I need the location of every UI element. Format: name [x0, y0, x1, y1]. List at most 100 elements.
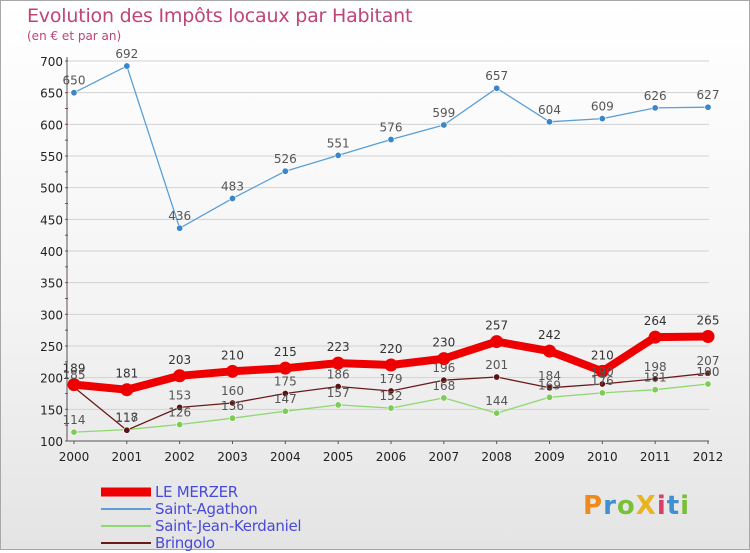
data-point-saint-agathon — [545, 118, 553, 126]
data-label-saint-jean-kerdaniel: 147 — [274, 392, 297, 406]
y-tick-label: 150 — [40, 403, 63, 417]
legend-swatch — [101, 525, 151, 527]
data-label-saint-agathon: 551 — [327, 136, 350, 150]
legend-swatch — [101, 487, 151, 497]
y-tick-label: 500 — [40, 182, 63, 196]
data-label-saint-agathon: 604 — [538, 103, 561, 117]
data-label-saint-agathon: 436 — [168, 209, 191, 223]
data-point-saint-jean-kerdaniel — [387, 404, 395, 412]
data-point-bringolo — [176, 403, 184, 411]
data-label-saint-jean-kerdaniel: 136 — [221, 399, 244, 413]
data-point-saint-agathon — [651, 104, 659, 112]
data-point-saint-jean-kerdaniel — [651, 386, 659, 394]
data-label-saint-jean-kerdaniel: 168 — [432, 379, 455, 393]
data-label-saint-agathon: 650 — [63, 74, 86, 88]
data-label-saint-agathon: 657 — [485, 69, 508, 83]
data-label-bringolo: 198 — [644, 360, 667, 374]
y-tick-label: 300 — [40, 308, 63, 322]
data-label-saint-jean-kerdaniel: 157 — [327, 386, 350, 400]
x-tick-label: 2002 — [164, 450, 195, 464]
logo-letter: t — [666, 491, 681, 521]
y-tick-label: 700 — [40, 55, 63, 69]
data-label-le-merzer: 181 — [115, 367, 138, 381]
data-point-le-merzer — [701, 330, 715, 343]
data-point-saint-agathon — [387, 136, 395, 144]
data-label-bringolo: 186 — [327, 368, 350, 382]
data-point-saint-agathon — [281, 167, 289, 175]
data-point-saint-jean-kerdaniel — [70, 428, 78, 436]
x-tick-label: 2007 — [429, 450, 460, 464]
logo-letter: o — [616, 491, 636, 521]
data-label-le-merzer: 242 — [538, 328, 561, 342]
data-label-saint-agathon: 526 — [274, 152, 297, 166]
x-tick-label: 2004 — [270, 450, 301, 464]
data-label-le-merzer: 210 — [221, 348, 244, 362]
data-label-le-merzer: 203 — [168, 353, 191, 367]
data-point-saint-jean-kerdaniel — [493, 409, 501, 417]
data-label-le-merzer: 189 — [63, 362, 86, 376]
y-tick-label: 200 — [40, 372, 63, 386]
y-tick-label: 600 — [40, 118, 63, 132]
data-label-bringolo: 196 — [432, 361, 455, 375]
data-point-le-merzer — [278, 361, 292, 375]
y-tick-label: 250 — [40, 340, 63, 354]
data-point-saint-agathon — [334, 151, 342, 159]
data-point-bringolo — [598, 380, 606, 388]
data-point-le-merzer — [543, 344, 556, 358]
data-point-saint-jean-kerdaniel — [704, 380, 712, 388]
data-label-le-merzer: 215 — [274, 345, 297, 359]
data-label-saint-agathon: 576 — [380, 121, 403, 135]
data-label-saint-agathon: 692 — [115, 47, 138, 61]
data-point-saint-agathon — [440, 121, 448, 129]
data-label-bringolo: 185 — [63, 368, 86, 382]
data-point-saint-agathon — [704, 103, 712, 111]
data-label-bringolo: 153 — [168, 388, 191, 402]
y-tick-label: 450 — [40, 213, 63, 227]
x-tick-label: 2003 — [217, 450, 248, 464]
data-point-saint-jean-kerdaniel — [281, 407, 289, 415]
data-label-saint-jean-kerdaniel: 118 — [115, 411, 138, 425]
logo-letter: i — [680, 491, 691, 521]
data-label-saint-jean-kerdaniel: 144 — [485, 394, 508, 408]
data-point-le-merzer — [595, 364, 609, 378]
data-label-le-merzer: 210 — [591, 348, 614, 362]
data-point-le-merzer — [437, 352, 451, 366]
proxiti-logo: ProXiti — [583, 491, 690, 521]
data-label-bringolo: 201 — [485, 358, 508, 372]
data-label-bringolo: 184 — [538, 369, 561, 383]
y-tick-label: 350 — [40, 277, 63, 291]
data-point-saint-agathon — [123, 62, 131, 70]
data-label-le-merzer: 265 — [697, 314, 720, 328]
logo-letter: i — [656, 491, 667, 521]
data-point-le-merzer — [648, 330, 662, 344]
data-label-saint-jean-kerdaniel: 169 — [538, 378, 561, 392]
data-point-saint-jean-kerdaniel — [176, 421, 184, 429]
legend-label: LE MERZER — [155, 483, 238, 501]
data-point-le-merzer — [120, 383, 134, 397]
x-tick-label: 2010 — [587, 450, 618, 464]
data-label-le-merzer: 223 — [327, 340, 350, 354]
data-point-saint-agathon — [229, 194, 237, 202]
data-label-saint-jean-kerdaniel: 114 — [63, 413, 86, 427]
legend-swatch — [101, 508, 151, 510]
data-label-bringolo: 175 — [274, 375, 297, 389]
data-label-bringolo: 160 — [221, 384, 244, 398]
data-label-saint-jean-kerdaniel: 126 — [168, 406, 191, 420]
data-label-bringolo: 117 — [115, 411, 138, 425]
legend-swatch — [101, 542, 151, 544]
data-point-saint-agathon — [598, 115, 606, 123]
data-point-saint-jean-kerdaniel — [598, 389, 606, 397]
x-tick-label: 2008 — [481, 450, 512, 464]
data-point-le-merzer — [384, 358, 398, 372]
data-point-saint-jean-kerdaniel — [334, 401, 342, 409]
data-point-bringolo — [493, 373, 501, 381]
data-point-saint-agathon — [493, 84, 501, 92]
y-tick-label: 550 — [40, 150, 63, 164]
data-label-bringolo: 179 — [380, 372, 403, 386]
legend-label: Bringolo — [155, 534, 215, 552]
x-tick-label: 2000 — [59, 450, 90, 464]
x-tick-label: 2012 — [693, 450, 724, 464]
legend-label: Saint-Jean-Kerdaniel — [155, 517, 302, 535]
series-line-saint-agathon — [73, 65, 709, 229]
